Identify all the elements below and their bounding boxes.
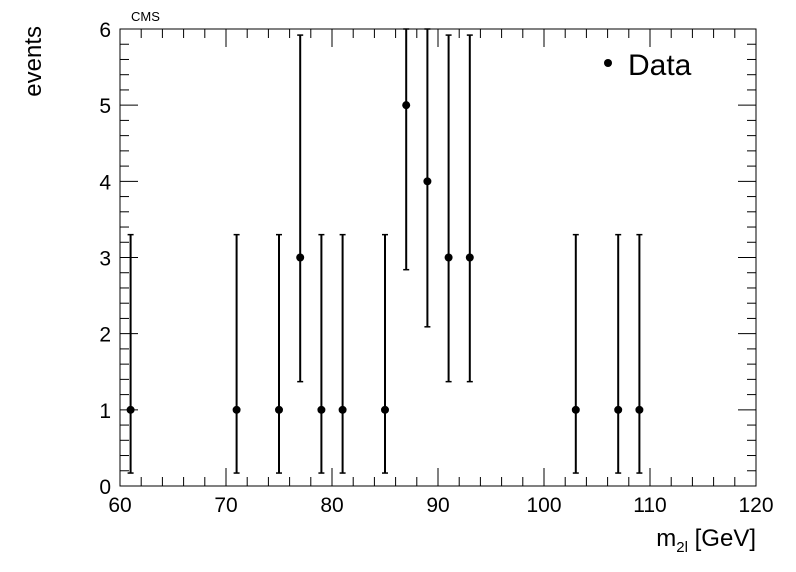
y-tick-label: 4 (99, 171, 111, 194)
data-point (465, 253, 474, 262)
major-ticks (119, 28, 757, 487)
legend: Data (604, 49, 692, 82)
y-axis-label: events (20, 26, 47, 97)
x-axis-label-subscript: 2l (676, 539, 688, 556)
x-axis-label-unit: [GeV] (688, 525, 756, 552)
y-tick-label: 0 (99, 476, 111, 499)
x-tick-label: 100 (526, 494, 561, 517)
x-tick-label: 60 (108, 494, 131, 517)
data-point (635, 405, 644, 414)
data-point (381, 405, 389, 414)
data-point (317, 405, 326, 414)
y-tick-label: 3 (99, 248, 111, 271)
minor-ticks (120, 29, 756, 486)
data-point (402, 101, 411, 110)
data-layer (126, 28, 644, 474)
data-point (614, 405, 623, 414)
tick-labels: 60 70 80 90 100 110 120 0 1 2 3 4 5 6 (99, 19, 773, 517)
legend-label-data: Data (628, 49, 692, 82)
y-tick-label: 1 (99, 400, 111, 423)
legend-marker (604, 59, 612, 67)
x-tick-label: 90 (426, 494, 449, 517)
data-point (232, 405, 241, 414)
plot-frame (119, 28, 757, 487)
x-tick-label: 120 (738, 494, 773, 517)
data-point (423, 177, 432, 186)
y-tick-label: 6 (99, 19, 111, 42)
y-tick-label: 2 (99, 324, 111, 347)
x-axis-label: m2l [GeV] (656, 525, 756, 556)
data-point (275, 405, 283, 414)
data-point (296, 253, 305, 262)
x-axis-label-main: m (656, 525, 676, 552)
data-point (126, 405, 135, 414)
x-tick-label: 110 (633, 494, 666, 517)
x-tick-label: 70 (214, 494, 237, 517)
data-point (338, 405, 347, 414)
y-tick-label: 5 (99, 95, 111, 118)
data-point (571, 405, 580, 414)
data-point (444, 253, 453, 262)
experiment-label: CMS (131, 9, 160, 24)
x-tick-label: 80 (320, 494, 343, 517)
